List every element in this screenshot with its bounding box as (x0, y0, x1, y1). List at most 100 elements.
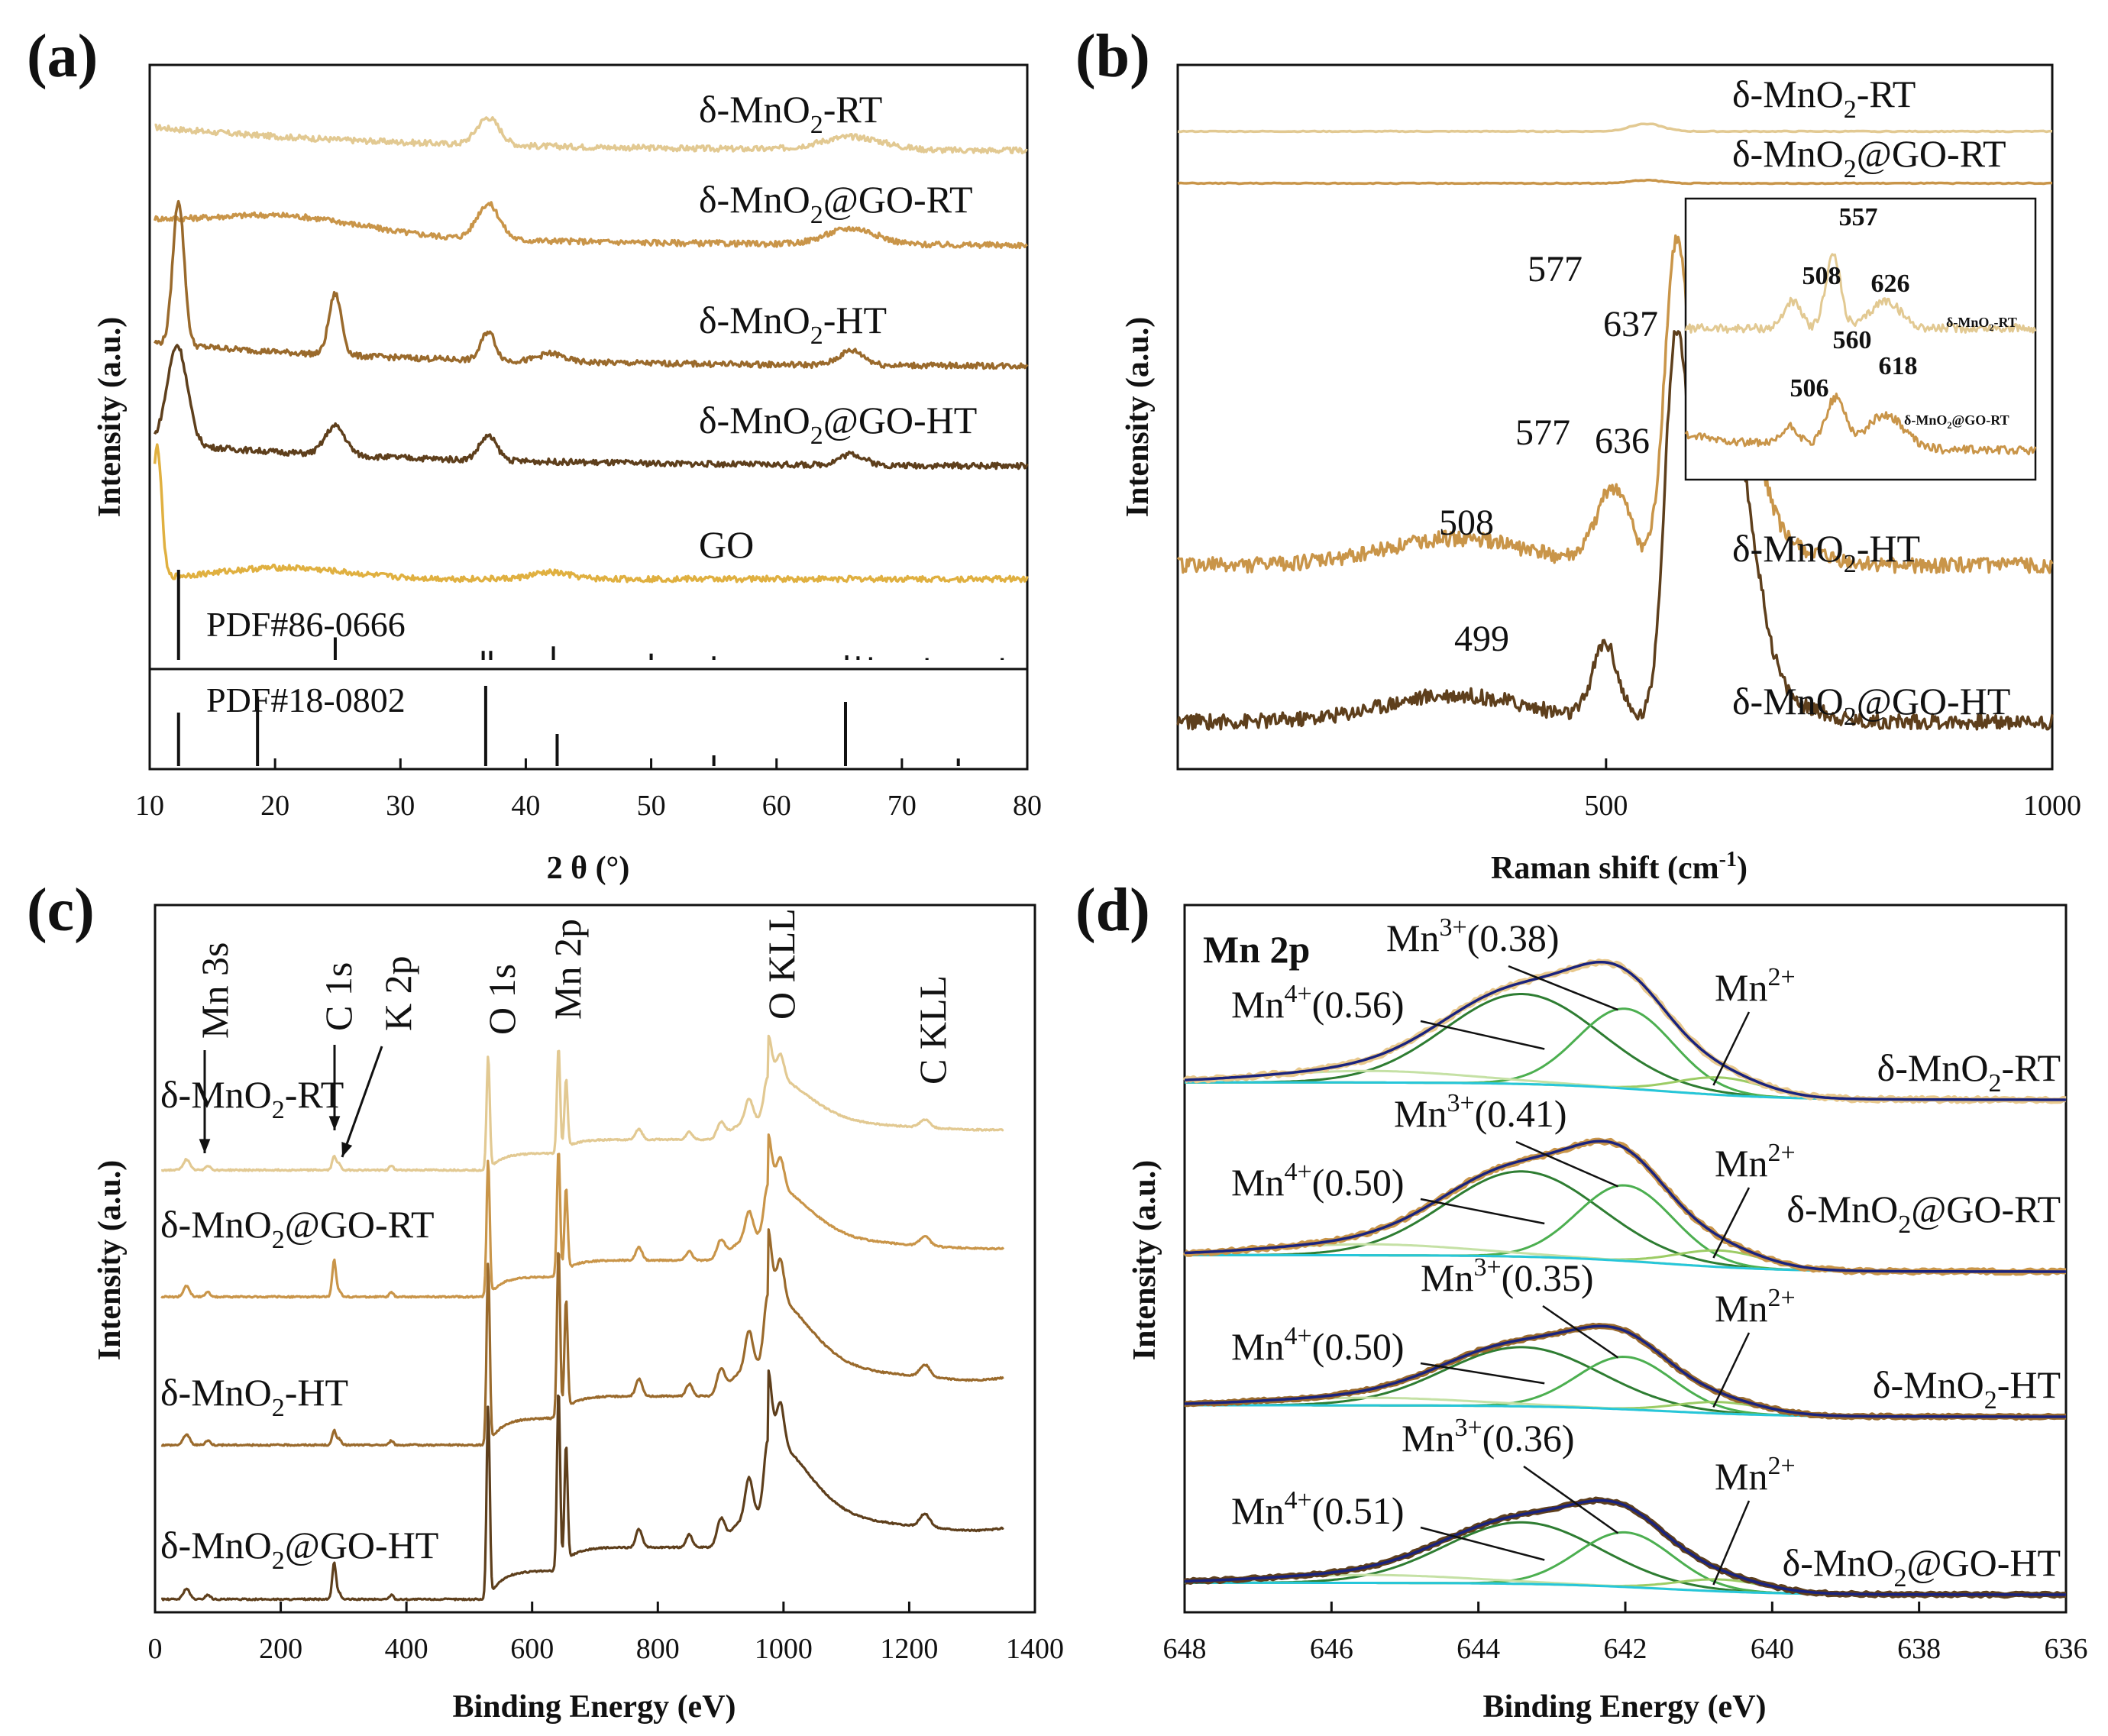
x-tick-label: 1200 (880, 1633, 938, 1665)
label-sub: 2 (810, 422, 823, 450)
label-sub: 2 (272, 1394, 285, 1422)
label-main: δ-MnO (160, 1524, 272, 1566)
mn4-sup: 4+ (1284, 980, 1311, 1008)
x-tick-label: 646 (1310, 1633, 1353, 1665)
mn4-prefix: Mn (1231, 983, 1284, 1026)
mn4-value: 0.50 (1324, 1325, 1392, 1368)
panel-a-frame (148, 63, 1029, 771)
mn3-sup: 3+ (1473, 1253, 1501, 1282)
raman-series-line (1176, 234, 2054, 574)
leader-line (1542, 1304, 1619, 1359)
raman-label-ht: δ-MnO2-HT (1732, 527, 1920, 578)
leader-line (1712, 1187, 1751, 1259)
label-main: δ-MnO (699, 178, 810, 221)
label-main: δ-MnO (1877, 1046, 1989, 1089)
mn3-sup: 3+ (1454, 1414, 1482, 1442)
panel-b-label: (b) (1075, 23, 1150, 90)
mn3-value: 0.36 (1495, 1417, 1562, 1460)
mn4-label: Mn4+(0.50) (1231, 1158, 1404, 1204)
mn3-prefix: Mn (1394, 1092, 1447, 1135)
mn4-close: ) (1392, 983, 1405, 1026)
mn2-sup: 2+ (1767, 1452, 1795, 1480)
mn3-close: ) (1562, 1417, 1575, 1460)
leader-line (1420, 1526, 1545, 1561)
inset-label-gort: δ-MnO2@GO-RT (1904, 412, 2009, 431)
mn4-open: ( (1312, 1489, 1325, 1532)
mn4-sup: 4+ (1284, 1486, 1311, 1515)
xps-series-line (160, 1034, 1004, 1172)
mn4-sup: 4+ (1284, 1158, 1311, 1186)
x-tick-label: 200 (259, 1633, 302, 1665)
mn2-prefix: Mn (1715, 1455, 1767, 1498)
x-tick-label: 1400 (1006, 1633, 1064, 1665)
x-tick-label: 642 (1604, 1633, 1647, 1665)
leader-line (1508, 965, 1618, 1011)
mn3-sup: 3+ (1439, 913, 1466, 942)
label-sub: 2 (1947, 420, 1951, 431)
label-tail: -HT (823, 299, 887, 341)
mn3-label: Mn3+(0.38) (1386, 913, 1559, 959)
mn2-prefix: Mn (1715, 1142, 1767, 1185)
x-tick-label: 1000 (2023, 790, 2081, 822)
xlabel-tail: ) (1737, 851, 1748, 886)
label-main: δ-MnO (1904, 412, 1947, 428)
panel-d-title: Mn 2p (1203, 928, 1310, 971)
xrd-series-label: GO (699, 523, 754, 566)
mn3-open: ( (1475, 1092, 1488, 1135)
x-tick-label: 80 (1013, 790, 1042, 822)
label-tail: -RT (1857, 73, 1916, 115)
x-tick-label: 50 (637, 790, 666, 822)
leader-line (1420, 1362, 1545, 1385)
panel-b-frame (1176, 63, 2054, 771)
x-tick-label: 640 (1751, 1633, 1794, 1665)
leader-line (1515, 1140, 1618, 1188)
mn4-prefix: Mn (1231, 1489, 1284, 1532)
leader-line (1712, 1332, 1751, 1408)
mn2-prefix: Mn (1715, 966, 1767, 1009)
mn3-open: ( (1467, 916, 1480, 959)
x-tick-label: 0 (148, 1633, 163, 1665)
arrow-head (199, 1139, 211, 1153)
panel-d-xlabel: Binding Energy (eV) (1482, 1689, 1766, 1725)
label-main: GO (699, 523, 754, 566)
label-sub: 2 (1893, 1564, 1906, 1592)
mn4-close: ) (1392, 1161, 1405, 1204)
mn4-prefix: Mn (1231, 1325, 1284, 1368)
x-tick-label: 70 (887, 790, 917, 822)
label-main: δ-MnO (1732, 73, 1844, 115)
label-main: δ-MnO (699, 88, 810, 131)
raman-flat-line (1177, 178, 2052, 186)
xps-annotation: Mn 2p (546, 919, 589, 1020)
raman-peak-label: 577 (1528, 249, 1583, 289)
xps-annotation: K 2p (377, 955, 419, 1031)
raman-series-line (1176, 330, 2054, 731)
raman-label-rt: δ-MnO2-RT (1732, 73, 1916, 124)
mn-sample-label: δ-MnO2@GO-HT (1783, 1541, 2061, 1592)
mn-fit-line (1184, 1498, 2066, 1596)
xps-series-line (160, 1133, 1005, 1299)
x-tick-label: 638 (1897, 1633, 1941, 1665)
label-sub: 2 (272, 1096, 285, 1124)
raman-flat-line (1177, 122, 2052, 134)
xrd-series-line (153, 201, 1028, 250)
mn4-value: 0.56 (1324, 983, 1392, 1026)
label-main: δ-MnO (160, 1073, 272, 1116)
label-sub: 2 (810, 322, 823, 350)
xps-series-line (160, 1228, 1004, 1447)
arrow-head (341, 1142, 353, 1157)
xrd-series-line (153, 443, 1029, 584)
mn2-sup: 2+ (1767, 1139, 1795, 1167)
x-tick-label: 10 (135, 790, 164, 822)
inset-series-line (1684, 393, 2037, 456)
mn4-label: Mn4+(0.56) (1231, 980, 1404, 1026)
label-tail: -HT (285, 1371, 348, 1414)
label-sub: 2 (1984, 1386, 1997, 1414)
x-tick-label: 644 (1457, 1633, 1500, 1665)
label-tail: @GO-RT (1951, 412, 2009, 428)
mn4-label: Mn4+(0.51) (1231, 1486, 1404, 1532)
x-tick-label: 636 (2045, 1633, 2088, 1665)
label-sub: 2 (272, 1547, 285, 1575)
panel-d: (d) Intensity (a.u.) Binding Energy (eV) Mn… (1075, 877, 2088, 1725)
mn4-prefix: Mn (1231, 1161, 1284, 1204)
xps-series-line (160, 1369, 1004, 1602)
